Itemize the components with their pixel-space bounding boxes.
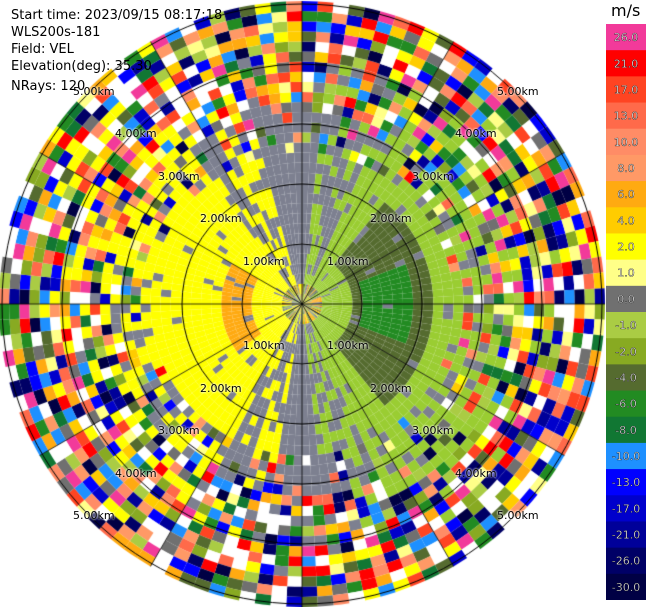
colorbar-segment: [606, 469, 646, 496]
range-ring-label: 1.00km: [243, 255, 285, 268]
range-ring-label: 4.00km: [455, 127, 497, 140]
colorbar-segment: [606, 442, 646, 470]
colorbar-tick-label: 1.0: [617, 267, 635, 280]
colorbar-segment: [606, 390, 646, 418]
range-ring-label: 2.00km: [200, 212, 242, 225]
colorbar-segment: [606, 521, 646, 549]
range-ring-label: 1.00km: [243, 339, 285, 352]
range-ring-label: 4.00km: [115, 127, 157, 140]
colorbar-unit: m/s: [611, 1, 641, 20]
colorbar-tick-label: -21.0: [612, 529, 640, 542]
colorbar-tick-label: -6.0: [615, 398, 636, 411]
range-ring-label: 3.00km: [412, 424, 454, 437]
colorbar-tick-label: -2.0: [615, 345, 636, 358]
range-ring-label: 4.00km: [115, 467, 157, 480]
elevation-label: Elevation(deg): 35.30: [11, 59, 152, 74]
range-ring-label: 3.00km: [158, 424, 200, 437]
colorbar-segment: [606, 259, 646, 287]
colorbar-segment: [606, 181, 646, 208]
scan-info: Start time: 2023/09/15 08:17:18 WLS200s-…: [11, 7, 222, 95]
colorbar-tick-label: 10.0: [614, 136, 639, 149]
range-ring-label: 5.00km: [497, 509, 539, 522]
nrays-label: NRays: 120: [11, 79, 86, 94]
colorbar-segment: [606, 312, 646, 339]
colorbar-segment: [606, 364, 646, 392]
range-ring-label: 5.00km: [73, 85, 115, 98]
colorbar-segment: [606, 495, 646, 522]
colorbar-segment: [606, 128, 646, 156]
colorbar-tick-label: 13.0: [614, 110, 639, 123]
colorbar-tick-label: -10.0: [612, 450, 640, 463]
colorbar-tick-label: -13.0: [612, 476, 640, 489]
colorbar-tick-label: 17.0: [614, 83, 639, 96]
colorbar-segment: [606, 207, 646, 234]
colorbar-tick-label: -17.0: [612, 502, 640, 515]
range-ring-label: 2.00km: [370, 382, 412, 395]
colorbar-tick-label: -8.0: [615, 424, 636, 437]
range-ring-label: 2.00km: [200, 382, 242, 395]
range-ring-label: 4.00km: [455, 467, 497, 480]
range-ring-label: 2.00km: [370, 212, 412, 225]
colorbar-tick-label: 0.0: [617, 293, 635, 306]
range-ring-label: 5.00km: [497, 85, 539, 98]
colorbar-tick-label: 8.0: [617, 162, 635, 175]
range-ring-label: 5.00km: [73, 509, 115, 522]
colorbar-segment: [606, 285, 646, 313]
colorbar-tick-label: -30.0: [612, 581, 640, 594]
range-ring-label: 1.00km: [327, 255, 369, 268]
colorbar-tick-label: -4.0: [615, 371, 636, 384]
field-label: Field: VEL: [11, 42, 74, 57]
colorbar-tick-label: 21.0: [614, 57, 639, 70]
colorbar-segment: [606, 547, 646, 575]
colorbar-segment: [606, 416, 646, 444]
colorbar-tick-label: -26.0: [612, 555, 640, 568]
colorbar-segment: [606, 338, 646, 365]
colorbar-segment: [606, 24, 646, 51]
velocity-colorbar: 26.0 21.0 17.0 13.0 10.0 8.0 6.0 4.0 2.0 1.0 0.0 -1…: [606, 24, 646, 600]
range-ring-label: 3.00km: [158, 170, 200, 183]
colorbar-tick-label: 2.0: [617, 241, 635, 254]
start-time-label: Start time: 2023/09/15 08:17:18: [11, 8, 223, 23]
colorbar-tick-label: 4.0: [617, 214, 635, 227]
colorbar-segment: [606, 102, 646, 130]
colorbar-segment: [606, 154, 646, 182]
range-ring-label: 3.00km: [412, 170, 454, 183]
colorbar-tick-label: 26.0: [614, 31, 639, 44]
colorbar-segment: [606, 50, 646, 77]
colorbar-segment: [606, 233, 646, 261]
colorbar-tick-label: -1.0: [615, 319, 636, 332]
instrument-label: WLS200s-181: [11, 25, 101, 40]
colorbar-segment: [606, 76, 646, 104]
range-ring-label: 1.00km: [327, 339, 369, 352]
colorbar-tick-label: 6.0: [617, 188, 635, 201]
colorbar-segment: [606, 573, 646, 600]
